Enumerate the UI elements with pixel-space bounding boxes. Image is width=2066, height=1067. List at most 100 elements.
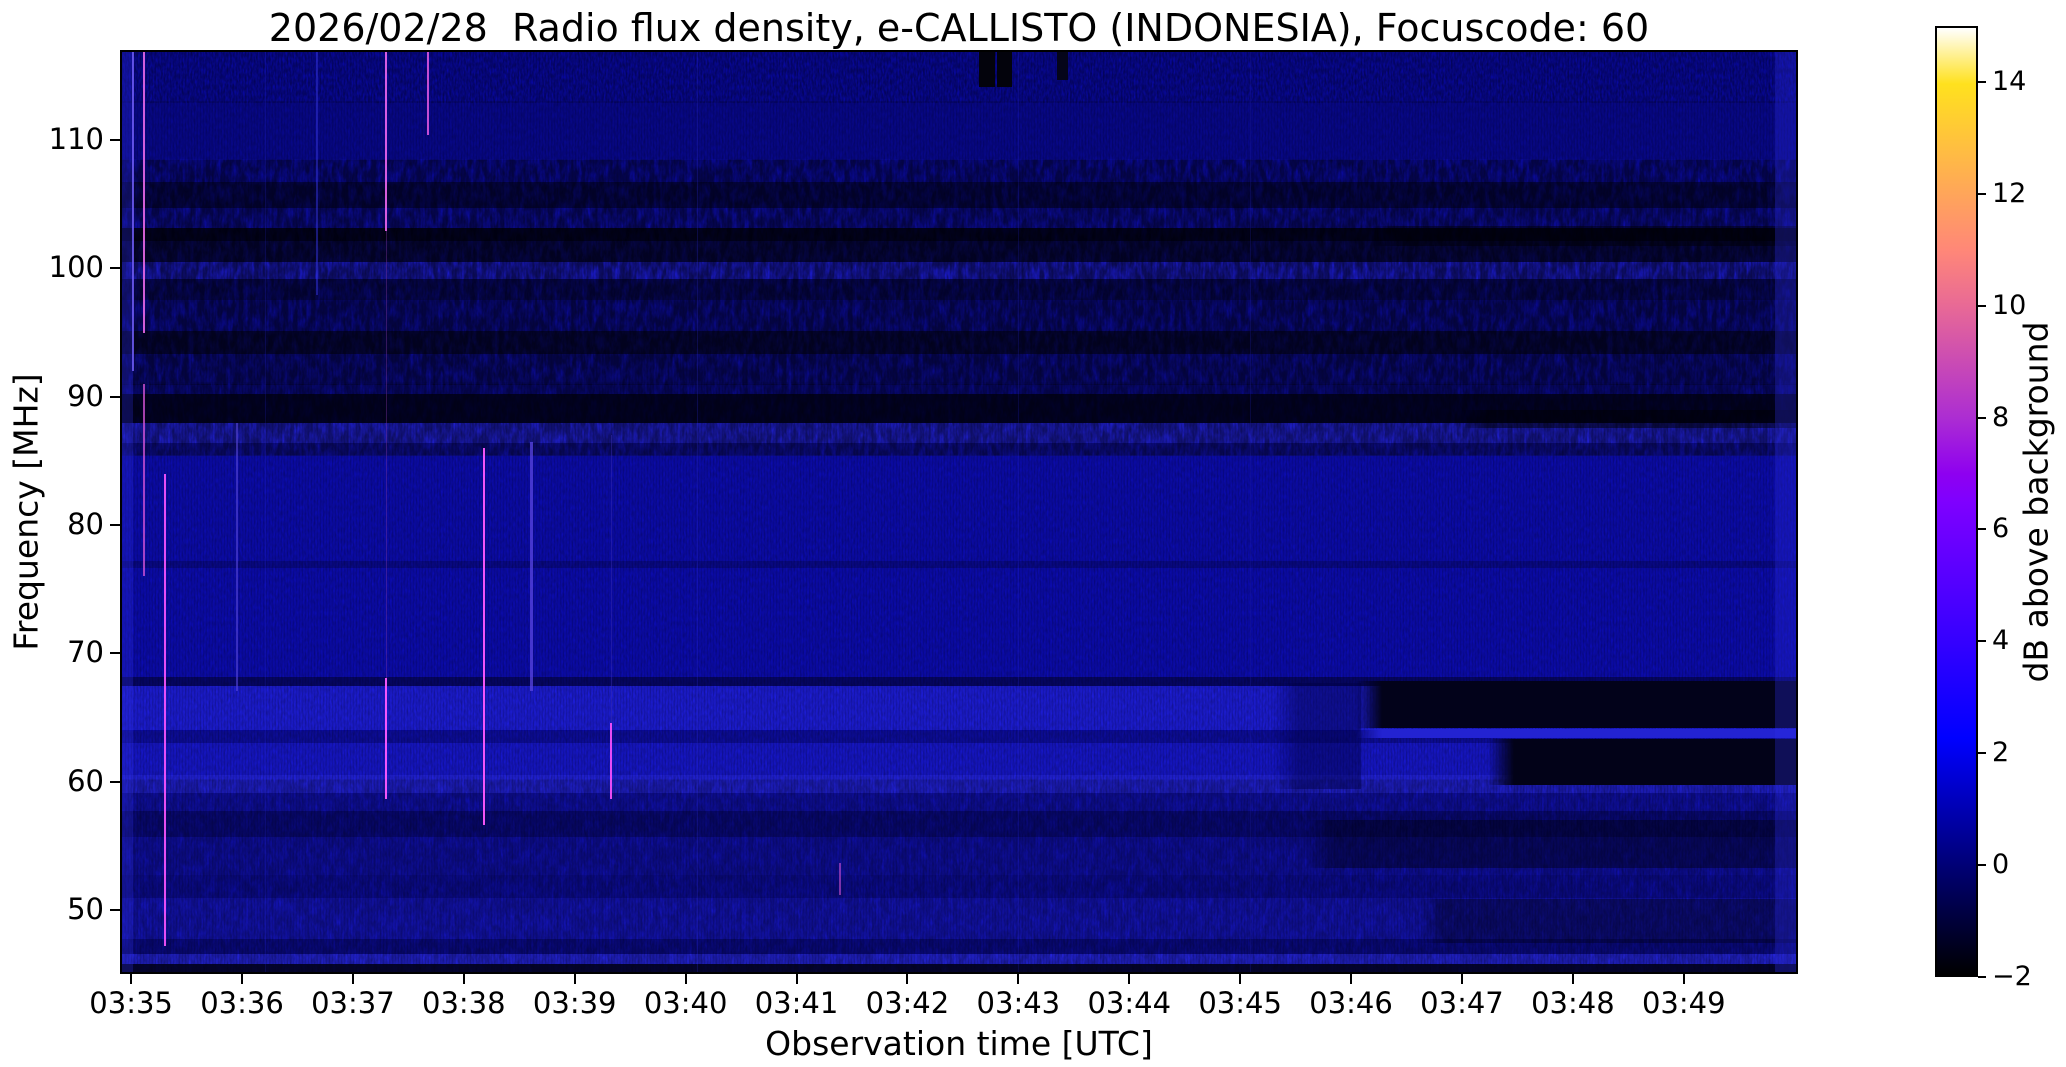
- x-tick-label: 03:38: [422, 986, 506, 1020]
- spectrogram-patch: [1305, 819, 1796, 869]
- rfi-line: [143, 384, 146, 576]
- spectrogram-patch: [1056, 52, 1068, 81]
- y-tick-label: 110: [48, 121, 104, 156]
- x-tick-mark: [1682, 974, 1685, 984]
- y-tick-label: 50: [67, 891, 104, 926]
- spectrogram-patch: [1774, 52, 1796, 972]
- spectrogram-patch: [1372, 225, 1796, 247]
- x-tick-mark: [684, 974, 687, 984]
- y-tick-mark: [110, 138, 120, 141]
- chart-title: 2026/02/28 Radio flux density, e-CALLIST…: [268, 6, 1650, 50]
- y-tick-label: 80: [67, 506, 104, 541]
- x-tick-mark: [1460, 974, 1463, 984]
- y-tick-mark: [110, 652, 120, 655]
- rfi-line: [529, 441, 533, 691]
- spectrogram-patches-layer: [122, 52, 1796, 972]
- x-tick-mark: [573, 974, 576, 984]
- rfi-line: [610, 435, 612, 723]
- x-tick-label: 03:49: [1641, 986, 1726, 1020]
- y-tick-mark: [110, 908, 120, 911]
- rfi-line: [1017, 52, 1019, 972]
- colorbar-tick-label: 10: [1992, 289, 2027, 321]
- y-tick-mark: [110, 523, 120, 526]
- rfi-line: [236, 422, 239, 691]
- y-tick-label: 100: [48, 250, 104, 285]
- colorbar-tick-mark: [1978, 80, 1986, 83]
- x-tick-mark: [130, 974, 133, 984]
- spectrogram-patch: [979, 52, 995, 87]
- spectrogram-patch: [1488, 739, 1796, 786]
- x-tick-mark: [351, 974, 354, 984]
- spectrogram-patch: [122, 52, 134, 972]
- colorbar-tick-label: 4: [1992, 625, 2010, 657]
- spectrogram-patch: [1416, 899, 1796, 943]
- spectrogram-patch: [1272, 683, 1362, 790]
- colorbar-tick-label: 12: [1992, 177, 2027, 209]
- spectrogram-patch: [1355, 680, 1796, 728]
- spectrogram-plot-area: [120, 50, 1798, 974]
- colorbar: [1935, 26, 1978, 977]
- spectrogram-patch: [1355, 729, 1796, 739]
- colorbar-tick-mark: [1978, 192, 1986, 195]
- rfi-line: [610, 722, 613, 800]
- y-tick-mark: [110, 267, 120, 270]
- x-tick-mark: [906, 974, 909, 984]
- x-tick-label: 03:44: [1087, 986, 1172, 1020]
- rfi-line: [132, 52, 135, 372]
- x-tick-label: 03:43: [976, 986, 1061, 1020]
- x-tick-label: 03:36: [200, 986, 284, 1020]
- y-tick-mark: [110, 780, 120, 783]
- y-tick-label: 90: [67, 378, 104, 413]
- colorbar-tick-mark: [1978, 976, 1986, 978]
- rfi-lines-layer: [122, 52, 1796, 972]
- x-tick-label: 03:47: [1420, 986, 1504, 1020]
- rfi-line: [482, 448, 485, 826]
- spectrogram-patch: [1460, 409, 1796, 428]
- x-tick-label: 03:39: [532, 986, 617, 1020]
- y-axis-label: Frequency [MHz]: [6, 373, 46, 651]
- x-tick-mark: [1239, 974, 1242, 984]
- colorbar-tick-mark: [1978, 528, 1986, 531]
- colorbar-tick-mark: [1978, 864, 1986, 867]
- spectrogram-patch: [997, 52, 1012, 87]
- rfi-line: [427, 52, 430, 136]
- x-tick-label: 03:48: [1531, 986, 1615, 1020]
- rfi-line: [265, 52, 267, 972]
- x-tick-label: 03:41: [754, 986, 839, 1020]
- rfi-line: [839, 863, 842, 896]
- colorbar-tick-label: 8: [1992, 401, 2010, 433]
- rfi-line: [385, 678, 388, 800]
- x-tick-label: 03:42: [865, 986, 950, 1020]
- colorbar-tick-label: 6: [1992, 513, 2010, 545]
- x-tick-mark: [240, 974, 243, 984]
- x-tick-label: 03:37: [311, 986, 395, 1020]
- colorbar-label: dB above background: [2016, 321, 2056, 683]
- x-tick-mark: [1350, 974, 1353, 984]
- rfi-line: [385, 230, 387, 679]
- rfi-line: [315, 52, 318, 295]
- colorbar-tick-mark: [1978, 416, 1986, 419]
- colorbar-tick-label: 0: [1992, 849, 2010, 881]
- colorbar-tick-mark: [1978, 640, 1986, 643]
- x-tick-mark: [462, 974, 465, 984]
- x-tick-mark: [1017, 974, 1020, 984]
- y-tick-mark: [110, 395, 120, 398]
- x-tick-label: 03:35: [89, 986, 173, 1020]
- x-axis-label: Observation time [UTC]: [765, 1024, 1153, 1063]
- x-tick-label: 03:45: [1198, 986, 1282, 1020]
- colorbar-tick-label: 14: [1992, 65, 2027, 97]
- y-tick-label: 70: [67, 635, 104, 670]
- colorbar-tick-mark: [1978, 304, 1986, 307]
- x-tick-mark: [1571, 974, 1574, 984]
- colorbar-tick-mark: [1978, 752, 1986, 755]
- x-tick-label: 03:40: [643, 986, 728, 1020]
- rfi-line: [696, 52, 698, 972]
- y-tick-label: 60: [67, 763, 104, 798]
- rfi-line: [164, 473, 167, 947]
- x-tick-mark: [795, 974, 798, 984]
- rfi-line: [1250, 52, 1252, 972]
- x-tick-mark: [1128, 974, 1131, 984]
- x-tick-label: 03:46: [1309, 986, 1393, 1020]
- rfi-line: [385, 52, 388, 231]
